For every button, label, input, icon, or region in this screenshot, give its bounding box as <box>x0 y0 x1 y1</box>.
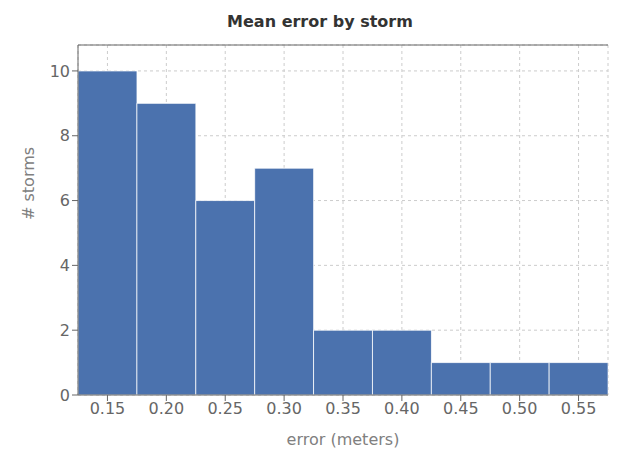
svg-text:0: 0 <box>60 386 70 405</box>
svg-text:4: 4 <box>60 256 70 275</box>
svg-text:0.35: 0.35 <box>325 399 361 418</box>
svg-text:0.50: 0.50 <box>502 399 538 418</box>
svg-text:error (meters): error (meters) <box>287 430 400 449</box>
svg-text:0.20: 0.20 <box>149 399 185 418</box>
svg-text:6: 6 <box>60 191 70 210</box>
html-text:Mean error by storm: Mean error by storm <box>227 12 413 31</box>
svg-text:8: 8 <box>60 126 70 145</box>
svg-text:0.25: 0.25 <box>207 399 243 418</box>
svg-text:0.40: 0.40 <box>384 399 420 418</box>
svg-text:10: 10 <box>50 62 70 81</box>
svg-text:0.30: 0.30 <box>266 399 302 418</box>
svg-text:0.45: 0.45 <box>443 399 479 418</box>
svg-text:0.55: 0.55 <box>561 399 597 418</box>
svg-text:2: 2 <box>60 321 70 340</box>
svg-text:# storms: # storms <box>19 147 38 220</box>
svg-text:0.15: 0.15 <box>90 399 126 418</box>
